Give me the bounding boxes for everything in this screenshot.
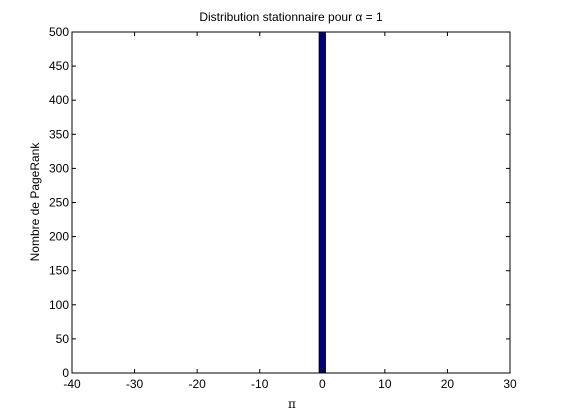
y-tick-label: 200: [49, 230, 69, 244]
chart-title: Distribution stationnaire pour α = 1: [199, 10, 383, 24]
plot-background: [72, 32, 510, 373]
x-tick-label: -10: [251, 377, 269, 391]
y-tick-label: 0: [62, 366, 69, 380]
x-axis-label: π: [288, 397, 296, 411]
y-tick-label: 50: [56, 332, 70, 346]
y-tick-label: 400: [49, 93, 69, 107]
x-tick-label: -30: [126, 377, 144, 391]
y-tick-label: 500: [49, 25, 69, 39]
x-tick-label: 10: [378, 377, 392, 391]
y-tick-label: 450: [49, 59, 69, 73]
y-tick-label: 250: [49, 196, 69, 210]
bar-0: [318, 31, 326, 374]
y-tick-label: 350: [49, 127, 69, 141]
x-tick-label: 0: [319, 377, 326, 391]
x-tick-label: 30: [503, 377, 517, 391]
y-tick-label: 150: [49, 264, 69, 278]
x-tick-label: -20: [188, 377, 206, 391]
x-tick-label: -40: [63, 377, 81, 391]
y-tick-label: 100: [49, 298, 69, 312]
y-tick-label: 300: [49, 161, 69, 175]
x-tick-label: 20: [441, 377, 455, 391]
